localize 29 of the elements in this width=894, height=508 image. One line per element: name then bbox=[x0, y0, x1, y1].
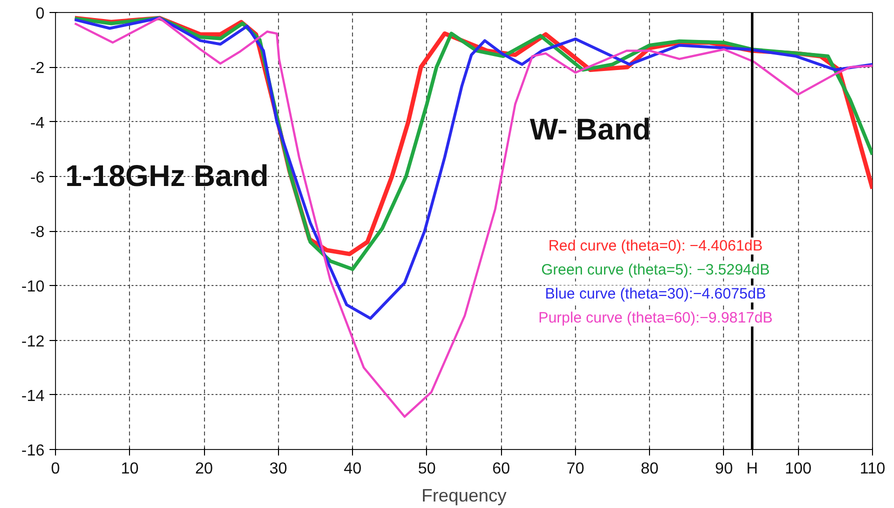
y-tick-label: -12 bbox=[21, 333, 45, 350]
x-tick-label: 20 bbox=[195, 460, 214, 478]
x-tick-label: 10 bbox=[120, 460, 139, 478]
x-tick-label: 60 bbox=[492, 460, 510, 478]
x-tick-label: 40 bbox=[344, 460, 362, 478]
text: Red curve (theta=0): −4.4061dB bbox=[548, 238, 763, 254]
y-tick-label: -10 bbox=[21, 278, 45, 296]
y-tick-label: -2 bbox=[30, 60, 45, 78]
x-tick-label: 80 bbox=[640, 460, 659, 478]
x-tick-label: 50 bbox=[418, 460, 436, 478]
x-tick-label: 0 bbox=[51, 460, 60, 478]
x-tick-label: H bbox=[746, 460, 758, 478]
annotation: W- Band bbox=[530, 113, 651, 146]
x-tick-label: 90 bbox=[715, 460, 733, 478]
annotation: 1-18GHz Band bbox=[65, 160, 269, 193]
y-tick-label: -8 bbox=[30, 224, 45, 241]
y-tick-label: -6 bbox=[30, 169, 45, 186]
x-tick-label: 100 bbox=[784, 460, 812, 478]
y-tick-label: -4 bbox=[30, 114, 45, 132]
x-tick-label: 70 bbox=[566, 460, 584, 478]
text: Blue curve (theta=30):−4.6075dB bbox=[545, 286, 766, 302]
y-tick-label: 0 bbox=[36, 6, 45, 22]
x-axis-title: Frequency bbox=[421, 486, 507, 506]
y-tick-label: -14 bbox=[21, 388, 45, 405]
text: Green curve (theta=5): −3.5294dB bbox=[541, 262, 770, 278]
x-tick-label: 30 bbox=[269, 460, 288, 478]
text: Purple curve (theta=60):−9.9817dB bbox=[538, 310, 773, 326]
y-tick-label: -16 bbox=[21, 442, 45, 460]
x-tick-label: 110 bbox=[860, 460, 886, 478]
